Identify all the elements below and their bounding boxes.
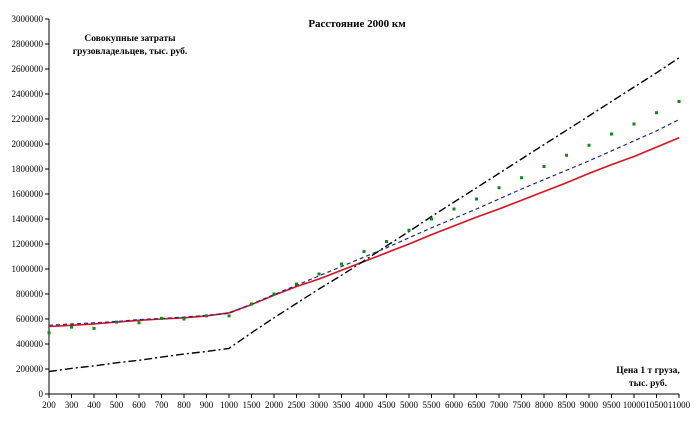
x-tick-label: 8500 xyxy=(558,400,577,410)
y-tick-label: 2000000 xyxy=(12,139,44,149)
y-ticks: 0 200000 400000 600000 800000 1000000 1200000 1… xyxy=(12,14,49,399)
series-4-point xyxy=(497,186,501,190)
x-axis-label-line-2: тыс. руб. xyxy=(629,378,667,389)
series-4-point xyxy=(385,240,388,243)
series-1-line xyxy=(48,137,680,328)
x-tick-label: 3500 xyxy=(333,400,352,410)
series-4-point xyxy=(160,316,163,320)
y-axis-label-line-2: грузовладельцев, тыс. руб. xyxy=(73,46,188,57)
series-4-point xyxy=(47,331,51,335)
series-4-point xyxy=(362,250,366,253)
y-tick-label: 2800000 xyxy=(12,39,44,49)
series-4-point xyxy=(272,292,276,296)
y-tick-label: 2400000 xyxy=(12,89,44,99)
series-4-point xyxy=(340,262,343,266)
y-tick-label: 2600000 xyxy=(12,64,44,74)
x-tick-label: 11000 xyxy=(668,400,691,410)
series-4-point xyxy=(542,165,546,168)
y-tick-label: 1600000 xyxy=(12,189,44,199)
x-tick-label: 1500 xyxy=(243,400,262,410)
x-ticks: 200 300 400 500 600 700 800 900 1000 1500 2000 2500… xyxy=(42,394,691,410)
y-tick-label: 200000 xyxy=(16,364,44,374)
y-tick-label: 800000 xyxy=(16,289,44,299)
x-tick-label: 500 xyxy=(110,400,124,410)
series-4-point xyxy=(452,207,456,211)
series-4-point xyxy=(205,314,208,318)
x-tick-label: 5000 xyxy=(400,400,419,410)
series-2-line xyxy=(48,57,680,373)
y-tick-label: 1400000 xyxy=(12,214,44,224)
x-tick-label: 7000 xyxy=(490,400,509,410)
y-tick-label: 3000000 xyxy=(12,14,44,24)
series-4-point xyxy=(70,325,73,329)
x-tick-label: 600 xyxy=(132,400,146,410)
x-tick-label: 400 xyxy=(87,400,101,410)
x-tick-label: 300 xyxy=(65,400,79,410)
series-4-point xyxy=(115,320,118,324)
series-4-point xyxy=(227,314,231,318)
y-axis-label-line-1: Совокупные затраты xyxy=(84,34,176,44)
x-tick-label: 4000 xyxy=(355,400,374,410)
series-4-point xyxy=(407,228,411,232)
series-4-point xyxy=(565,153,568,157)
y-tick-label: 2200000 xyxy=(12,114,44,124)
series-4-point xyxy=(92,326,96,330)
axes xyxy=(48,19,679,395)
x-tick-label: 7500 xyxy=(513,400,532,410)
x-tick-label: 10000 xyxy=(623,400,646,410)
series-3-line xyxy=(48,119,680,326)
y-tick-label: 600000 xyxy=(16,314,44,324)
y-tick-label: 400000 xyxy=(16,339,44,349)
x-tick-label: 9000 xyxy=(580,400,599,410)
x-tick-label: 3000 xyxy=(310,400,329,410)
x-tick-label: 6000 xyxy=(445,400,464,410)
chart-title: Расстояние 2000 км xyxy=(308,18,406,30)
x-axis-label-line-1: Цена 1 т груза, xyxy=(616,366,680,376)
series-4-point xyxy=(587,143,591,147)
x-tick-label: 9500 xyxy=(603,400,622,410)
series-4-point xyxy=(250,302,253,306)
series-4-point xyxy=(430,217,433,221)
x-tick-label: 1000 xyxy=(220,400,239,410)
series-4-point xyxy=(317,272,321,276)
series-4-point xyxy=(137,321,141,325)
x-tick-label: 800 xyxy=(177,400,191,410)
x-tick-label: 6500 xyxy=(468,400,487,410)
series-layer xyxy=(47,57,681,373)
y-tick-label: 1200000 xyxy=(12,239,44,249)
x-tick-label: 2000 xyxy=(265,400,284,410)
x-tick-label: 8000 xyxy=(535,400,554,410)
x-tick-label: 4500 xyxy=(378,400,397,410)
series-4-point xyxy=(475,197,478,201)
x-tick-label: 5500 xyxy=(423,400,442,410)
y-tick-label: 1000000 xyxy=(12,264,44,274)
x-tick-label: 10500 xyxy=(645,400,668,410)
x-tick-label: 900 xyxy=(200,400,214,410)
series-4-point xyxy=(677,100,681,103)
series-4-point xyxy=(182,317,186,321)
series-4-point xyxy=(520,176,523,180)
x-tick-label: 700 xyxy=(155,400,169,410)
x-tick-label: 200 xyxy=(42,400,56,410)
y-tick-label: 0 xyxy=(39,389,44,399)
series-4-point xyxy=(632,122,636,126)
series-4-point xyxy=(295,282,298,286)
series-4-point xyxy=(655,111,658,115)
series-4-point xyxy=(610,132,613,136)
x-tick-label: 2500 xyxy=(288,400,307,410)
y-tick-label: 1800000 xyxy=(12,164,44,174)
